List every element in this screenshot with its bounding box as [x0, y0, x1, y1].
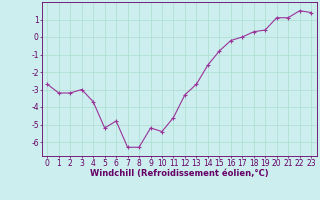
X-axis label: Windchill (Refroidissement éolien,°C): Windchill (Refroidissement éolien,°C) — [90, 169, 268, 178]
